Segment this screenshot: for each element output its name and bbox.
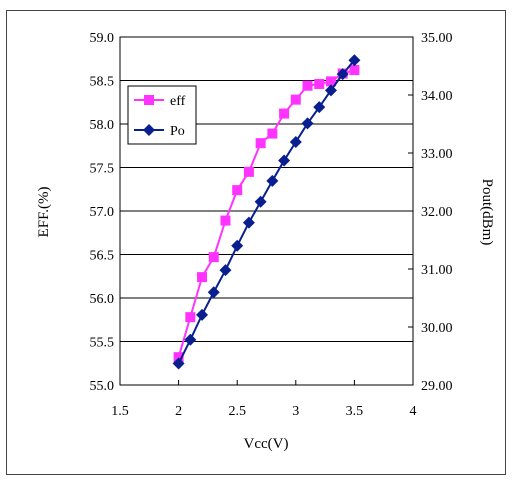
legend-box — [127, 85, 197, 145]
data-point-po — [242, 216, 255, 229]
data-point-eff — [197, 272, 208, 283]
series-line-po — [177, 59, 356, 364]
y2-tick-label: 31.00 — [421, 263, 453, 278]
x-tick-label: 3 — [292, 404, 299, 419]
data-point-eff — [302, 80, 313, 91]
data-point-po — [348, 54, 361, 67]
y2-tick-label: 34.00 — [421, 89, 453, 104]
y2-tick-label: 32.00 — [421, 205, 453, 220]
x-axis-label: Vcc(V) — [244, 436, 289, 452]
chart-frame — [6, 10, 506, 475]
x-tick-label: 2 — [175, 404, 182, 419]
data-point-eff — [349, 65, 360, 76]
y-axis-label: EFF.(%) — [36, 187, 52, 238]
data-point-po — [207, 286, 220, 299]
data-point-eff — [290, 94, 301, 105]
data-point-po — [196, 308, 209, 321]
y-tick-label: 58.5 — [90, 75, 115, 90]
axis-ticks: 55.0 55.5 56.0 56.5 57.0 57.5 58.0 58.5 59.0 29.0… — [90, 31, 453, 419]
data-point-po — [336, 68, 349, 81]
data-point-po — [313, 101, 326, 114]
data-point-po — [266, 174, 279, 187]
data-point-po — [278, 154, 291, 167]
series-line-eff — [177, 69, 355, 358]
data-point-eff — [208, 252, 219, 263]
y2-tick-label: 35.00 — [421, 31, 453, 46]
grid-lines — [120, 80, 413, 342]
y-tick-label: 55.0 — [90, 379, 115, 394]
x-tick-label: 3.5 — [346, 404, 364, 419]
y2-tick-label: 33.00 — [421, 147, 453, 162]
legend-label-eff: eff — [170, 94, 186, 109]
data-point-po — [254, 195, 267, 208]
legend: eff Po — [127, 85, 197, 145]
y-tick-label: 56.0 — [90, 292, 115, 307]
legend-label-po: Po — [170, 124, 185, 139]
legend-entry-eff: eff — [134, 94, 186, 109]
data-point-po — [231, 239, 244, 252]
data-point-po — [184, 333, 197, 346]
data-point-eff — [243, 166, 254, 177]
y-tick-label: 55.5 — [90, 336, 115, 351]
data-point-eff — [255, 138, 266, 149]
data-point-po — [289, 135, 302, 148]
legend-marker-po — [143, 124, 155, 136]
data-point-eff — [314, 78, 325, 89]
y2-axis-label: Pout(dBm) — [479, 179, 495, 246]
data-point-eff — [279, 108, 290, 119]
y-tick-label: 59.0 — [90, 31, 115, 46]
y2-tick-label: 30.00 — [421, 321, 453, 336]
data-point-eff — [173, 352, 184, 363]
data-point-po — [172, 357, 185, 370]
x-tick-label: 1.5 — [111, 404, 129, 419]
data-point-po — [219, 264, 232, 277]
data-point-eff — [220, 215, 231, 226]
data-point-eff — [325, 76, 336, 87]
legend-marker-eff — [144, 95, 154, 105]
data-point-po — [301, 117, 314, 130]
y-tick-label: 58.0 — [90, 118, 115, 133]
y-tick-label: 56.5 — [90, 249, 115, 264]
data-point-po — [324, 84, 337, 97]
data-point-eff — [232, 185, 243, 196]
y2-tick-label: 29.00 — [421, 379, 453, 394]
legend-entry-po: Po — [134, 124, 185, 139]
x-tick-label: 2.5 — [228, 404, 246, 419]
x-tick-label: 4 — [410, 404, 417, 419]
y-tick-label: 57.0 — [90, 205, 115, 220]
data-point-eff — [185, 312, 196, 323]
y-tick-label: 57.5 — [90, 162, 115, 177]
data-point-eff — [267, 128, 278, 139]
series-layer — [172, 54, 361, 370]
